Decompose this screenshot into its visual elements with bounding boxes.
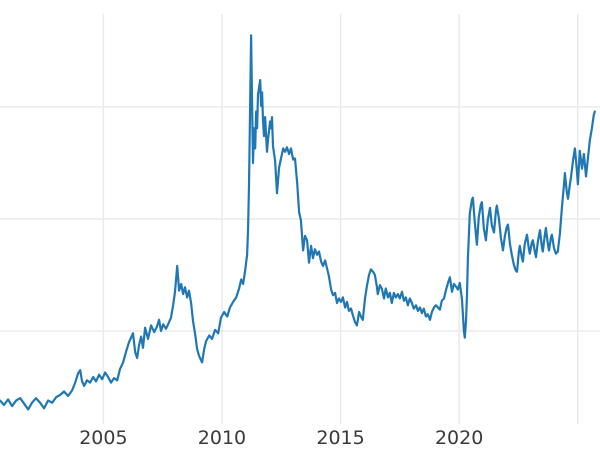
series-line-price <box>0 34 596 411</box>
x-axis-tick-labels: 2005 2010 2015 2020 <box>79 427 483 449</box>
x-tick-label: 2010 <box>198 427 246 449</box>
x-tick-label: 2015 <box>316 427 364 449</box>
x-tick-label: 2005 <box>79 427 127 449</box>
x-tick-label: 2020 <box>435 427 483 449</box>
series-lines <box>0 34 596 411</box>
